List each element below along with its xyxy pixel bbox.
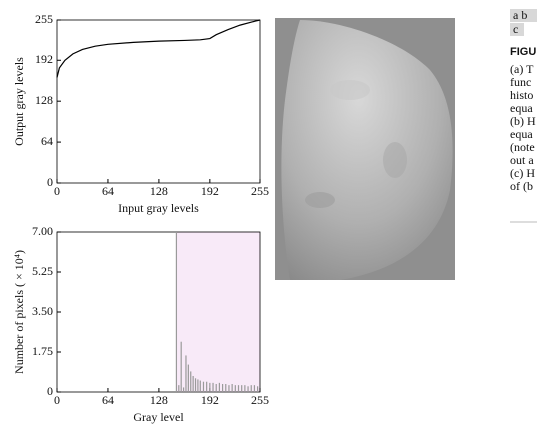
caption-line: equa <box>510 101 533 115</box>
y-tick-label: 128 <box>35 93 53 107</box>
x-tick-label: 192 <box>201 184 219 198</box>
x-tick-label: 0 <box>54 393 60 407</box>
caption-title: FIGU <box>510 46 536 58</box>
highlight-region <box>176 232 260 392</box>
plot-frame <box>56 19 261 184</box>
panel-labels: c <box>513 22 518 36</box>
panel-label-bg <box>510 23 524 36</box>
moon-image <box>275 18 455 280</box>
x-tick-label: 0 <box>54 184 60 198</box>
y-tick-label: 5.25 <box>32 264 53 278</box>
caption-line: (note <box>510 140 535 154</box>
caption-line: equa <box>510 127 533 141</box>
caption-line: (c) H <box>510 166 535 180</box>
y-tick-label: 64 <box>41 134 53 148</box>
x-tick-label: 255 <box>251 184 269 198</box>
panel-label-bg <box>510 9 537 22</box>
caption-line: of (b <box>510 179 533 193</box>
x-tick-label: 255 <box>251 393 269 407</box>
y-tick-label: 3.50 <box>32 304 53 318</box>
caption-line: out a <box>510 153 534 167</box>
x-axis-label: Gray level <box>133 410 184 424</box>
y-axis-label: Output gray levels <box>12 57 26 146</box>
caption-line: (a) T <box>510 62 534 76</box>
caption-line: (b) H <box>510 114 536 128</box>
y-tick-label: 192 <box>35 52 53 66</box>
y-tick-label: 7.00 <box>32 224 53 238</box>
x-tick-label: 64 <box>102 184 114 198</box>
y-tick-label: 0 <box>47 384 53 398</box>
y-axis-label: Number of pixels ( × 10⁴) <box>12 250 26 374</box>
x-tick-label: 128 <box>150 184 168 198</box>
y-tick-label: 255 <box>35 12 53 26</box>
x-tick-label: 192 <box>201 393 219 407</box>
panel-labels: a b <box>513 8 527 22</box>
x-axis-label: Input gray levels <box>118 201 199 215</box>
caption-line: func <box>510 75 531 89</box>
y-tick-label: 0 <box>47 175 53 189</box>
caption-line: histo <box>510 88 533 102</box>
curve <box>56 19 261 78</box>
x-tick-label: 64 <box>102 393 114 407</box>
x-tick-label: 128 <box>150 393 168 407</box>
y-tick-label: 1.75 <box>32 344 53 358</box>
